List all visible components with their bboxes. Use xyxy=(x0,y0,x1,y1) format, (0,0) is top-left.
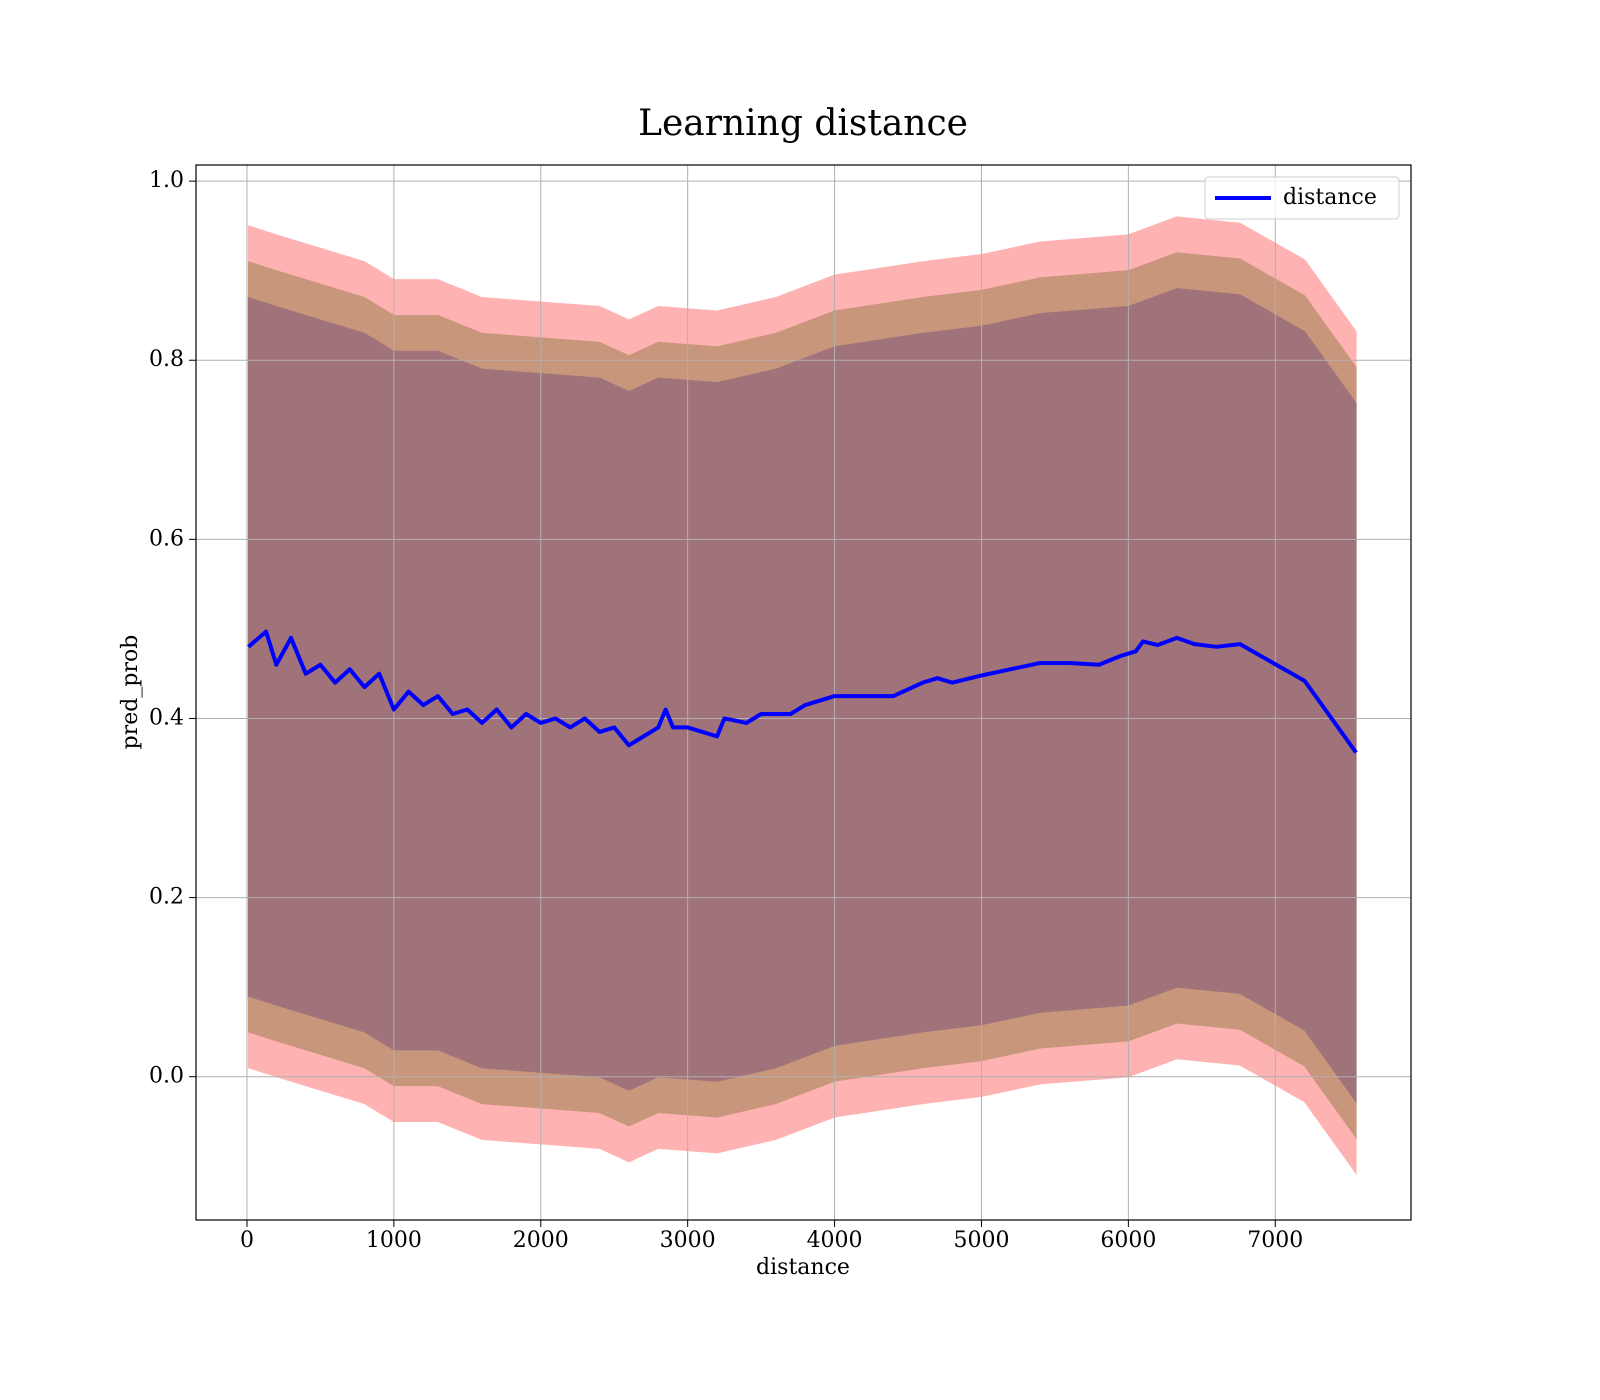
x-tick-label: 3000 xyxy=(660,1228,716,1253)
y-tick-label: 0.0 xyxy=(149,1064,184,1089)
y-tick-label: 0.2 xyxy=(149,885,184,910)
x-tick-label: 2000 xyxy=(513,1228,569,1253)
x-tick-label: 7000 xyxy=(1247,1228,1303,1253)
legend-box xyxy=(1204,176,1400,220)
x-tick-label: 1000 xyxy=(366,1228,422,1253)
x-tick-label: 6000 xyxy=(1100,1228,1156,1253)
plot-frame xyxy=(195,164,1412,1221)
x-tick-label: 0 xyxy=(240,1228,254,1253)
y-axis-label: pred_prob xyxy=(118,635,143,750)
data-line xyxy=(247,629,1358,754)
x-axis-label: distance xyxy=(756,1255,850,1280)
chart-title: Learning distance xyxy=(638,103,968,144)
x-tick-label: 4000 xyxy=(807,1228,863,1253)
legend-label: distance xyxy=(1283,185,1377,210)
y-tick-label: 0.8 xyxy=(149,347,184,372)
x-tick-label: 5000 xyxy=(953,1228,1009,1253)
y-tick-label: 0.4 xyxy=(149,705,184,730)
y-tick-label: 1.0 xyxy=(149,168,184,193)
y-tick-label: 0.6 xyxy=(149,526,184,551)
band xyxy=(247,288,1357,1104)
